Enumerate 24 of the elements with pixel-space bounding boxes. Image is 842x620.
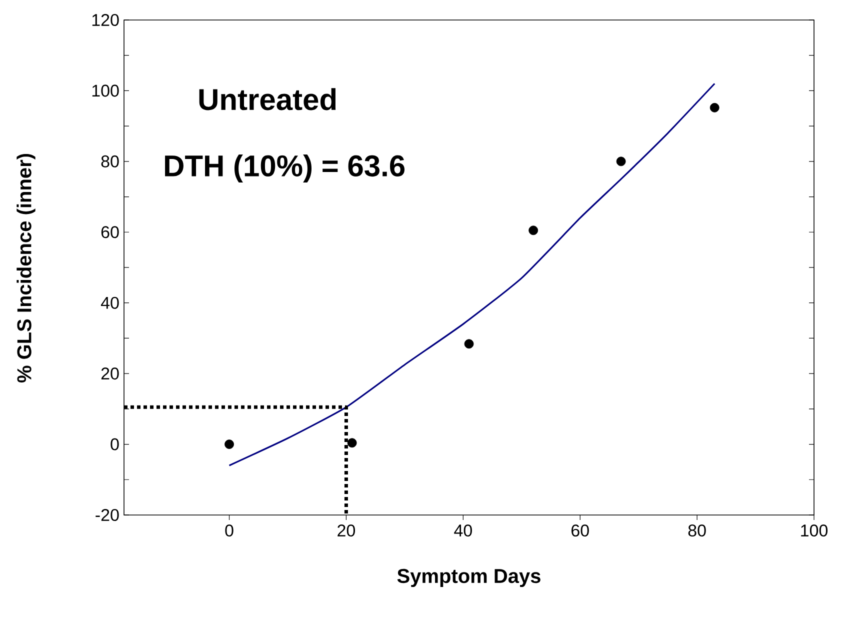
y-tick-label: 60	[101, 226, 119, 238]
y-axis-title: % GLS Incidence (inner)	[16, 154, 36, 383]
y-tick-label: 100	[92, 84, 119, 97]
x-tick-label: 0	[225, 524, 234, 537]
y-tick-label: 40	[100, 296, 119, 309]
y-tick-label: -20	[96, 508, 119, 522]
point	[616, 156, 626, 166]
annotation: Untreated	[199, 88, 336, 110]
x-tick-label: 20	[338, 524, 356, 537]
point	[528, 226, 538, 236]
x-axis-title: Symptom Days	[397, 568, 540, 588]
point	[347, 438, 357, 448]
y-tick-label: 120	[92, 14, 119, 26]
x-tick-label: 40	[454, 524, 472, 537]
y-tick-label: 80	[101, 155, 119, 168]
point	[224, 440, 234, 449]
y-tick-label: 20	[101, 368, 119, 380]
point	[710, 102, 720, 112]
point	[464, 339, 474, 349]
x-tick-label: 60	[572, 524, 589, 537]
y-tick-label: 0	[110, 438, 119, 450]
annotation: DTH (10%) = 63.6	[165, 154, 405, 182]
x-tick-label: 80	[688, 524, 706, 537]
x-tick-label: 100	[801, 524, 828, 537]
